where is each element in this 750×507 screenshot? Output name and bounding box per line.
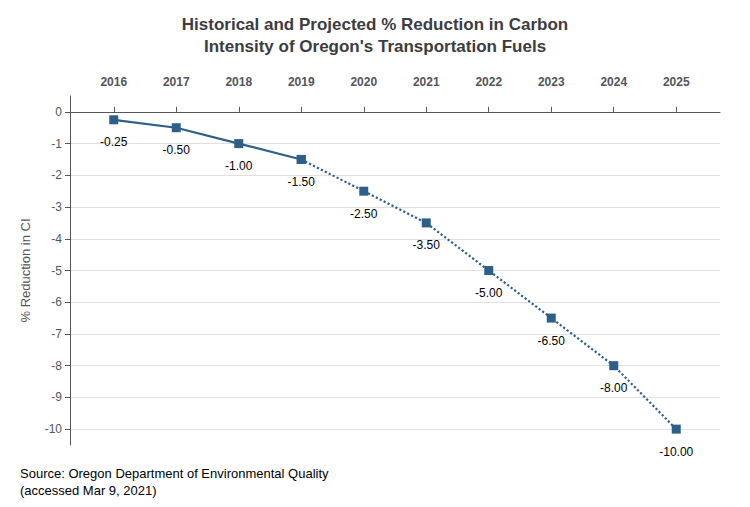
svg-text:-3: -3	[51, 200, 62, 214]
svg-text:0: 0	[55, 105, 62, 119]
svg-text:-5: -5	[51, 264, 62, 278]
svg-text:-8.00: -8.00	[600, 381, 628, 395]
svg-text:2017: 2017	[163, 75, 190, 89]
svg-text:-10: -10	[45, 422, 63, 436]
svg-text:Source: Oregon Department of E: Source: Oregon Department of Environment…	[20, 466, 329, 481]
svg-text:-9: -9	[51, 390, 62, 404]
svg-text:% Reduction in CI: % Reduction in CI	[18, 218, 33, 322]
svg-text:2016: 2016	[100, 75, 127, 89]
svg-text:-1: -1	[51, 137, 62, 151]
svg-text:-0.25: -0.25	[100, 135, 128, 149]
svg-text:2020: 2020	[350, 75, 377, 89]
svg-text:-5.00: -5.00	[475, 286, 503, 300]
svg-text:-3.50: -3.50	[413, 238, 441, 252]
svg-text:-8: -8	[51, 359, 62, 373]
svg-text:-0.50: -0.50	[163, 143, 191, 157]
svg-text:(accessed Mar 9, 2021): (accessed Mar 9, 2021)	[20, 483, 157, 498]
svg-text:-1.50: -1.50	[288, 175, 316, 189]
svg-text:Historical and Projected % Red: Historical and Projected % Reduction in …	[182, 15, 568, 34]
svg-text:-2.50: -2.50	[350, 207, 378, 221]
svg-text:2019: 2019	[288, 75, 315, 89]
svg-text:2024: 2024	[600, 75, 627, 89]
svg-text:-4: -4	[51, 232, 62, 246]
svg-text:-6.50: -6.50	[538, 334, 566, 348]
svg-text:Intensity of Oregon's Transpor: Intensity of Oregon's Transportation Fue…	[204, 37, 546, 56]
svg-text:-1.00: -1.00	[225, 159, 253, 173]
svg-text:-10.00: -10.00	[659, 445, 693, 459]
svg-text:2021: 2021	[413, 75, 440, 89]
svg-text:2018: 2018	[225, 75, 252, 89]
svg-text:-2: -2	[51, 168, 62, 182]
svg-text:2025: 2025	[663, 75, 690, 89]
svg-text:-6: -6	[51, 295, 62, 309]
svg-text:2022: 2022	[475, 75, 502, 89]
svg-text:2023: 2023	[538, 75, 565, 89]
svg-text:-7: -7	[51, 327, 62, 341]
